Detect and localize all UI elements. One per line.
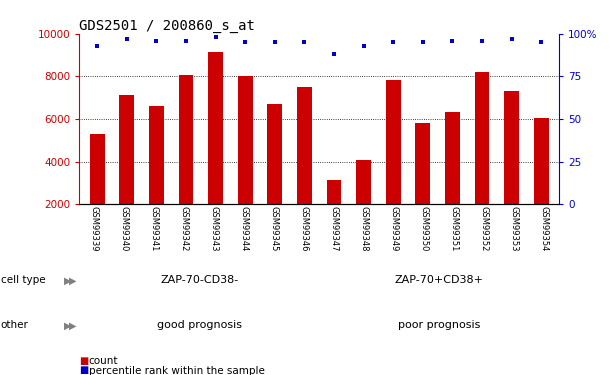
Bar	[386, 80, 401, 204]
Text: ▶: ▶	[69, 320, 76, 330]
Text: GSM99343: GSM99343	[210, 206, 219, 252]
Bar	[504, 92, 519, 204]
Text: GSM99349: GSM99349	[390, 206, 399, 252]
Text: ZAP-70+CD38+: ZAP-70+CD38+	[395, 275, 484, 285]
Bar	[149, 106, 164, 204]
Text: GSM99354: GSM99354	[540, 206, 549, 252]
Text: ■: ■	[79, 356, 89, 366]
Bar	[119, 94, 134, 204]
Text: GSM99347: GSM99347	[330, 206, 338, 252]
Text: poor prognosis: poor prognosis	[398, 320, 480, 330]
Bar	[534, 118, 549, 204]
Text: ■: ■	[79, 366, 89, 375]
Text: count: count	[89, 356, 118, 366]
Bar	[475, 72, 489, 204]
Text: GSM99353: GSM99353	[510, 206, 519, 252]
Text: GSM99345: GSM99345	[270, 206, 279, 252]
Bar	[90, 134, 104, 204]
Bar	[445, 112, 460, 204]
Bar	[268, 104, 282, 204]
Text: GSM99351: GSM99351	[450, 206, 459, 252]
Text: GSM99346: GSM99346	[300, 206, 309, 252]
Text: GSM99350: GSM99350	[420, 206, 429, 252]
Text: good prognosis: good prognosis	[157, 320, 242, 330]
Text: GDS2501 / 200860_s_at: GDS2501 / 200860_s_at	[79, 19, 255, 33]
Bar	[178, 75, 194, 204]
Text: ▶: ▶	[64, 275, 71, 285]
Bar	[327, 180, 342, 204]
Bar	[415, 123, 430, 204]
Text: percentile rank within the sample: percentile rank within the sample	[89, 366, 265, 375]
Text: GSM99348: GSM99348	[360, 206, 368, 252]
Bar	[208, 52, 223, 204]
Text: ZAP-70-CD38-: ZAP-70-CD38-	[160, 275, 238, 285]
Text: ▶: ▶	[69, 275, 76, 285]
Text: cell type: cell type	[1, 275, 45, 285]
Text: GSM99344: GSM99344	[240, 206, 249, 252]
Text: GSM99342: GSM99342	[180, 206, 189, 252]
Bar	[297, 87, 312, 204]
Text: ▶: ▶	[64, 320, 71, 330]
Text: other: other	[1, 320, 29, 330]
Bar	[356, 160, 371, 204]
Text: GSM99339: GSM99339	[90, 206, 99, 252]
Text: GSM99341: GSM99341	[150, 206, 159, 252]
Text: GSM99340: GSM99340	[120, 206, 129, 252]
Bar	[238, 76, 252, 204]
Text: GSM99352: GSM99352	[480, 206, 489, 252]
